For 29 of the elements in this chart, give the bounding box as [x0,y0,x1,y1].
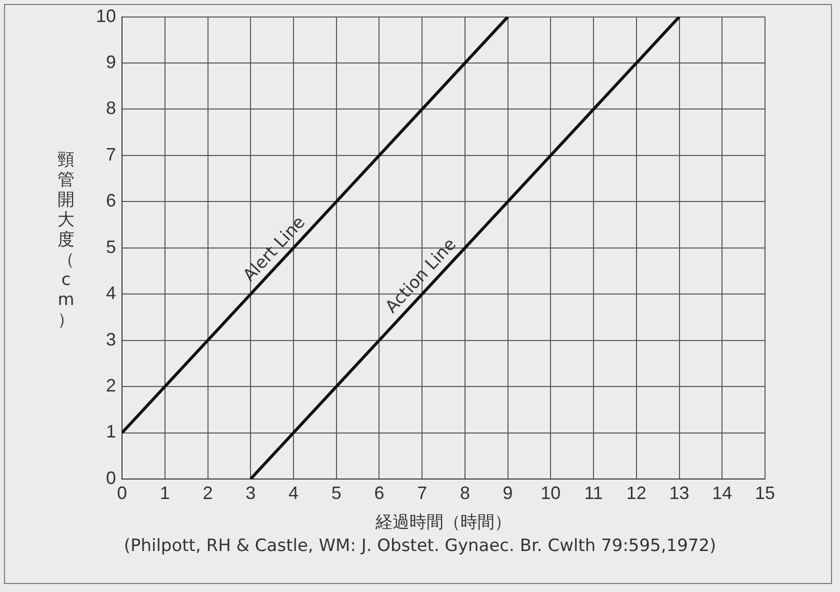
x-tick-label: 11 [584,482,603,503]
x-tick-label: 6 [374,482,384,503]
y-tick-label: 1 [106,422,116,442]
x-tick-label: 10 [540,482,561,503]
x-tick-label: 7 [417,482,428,503]
x-tick-label: 4 [288,482,298,503]
x-tick-label: 12 [626,482,646,503]
x-tick-label: 8 [460,482,470,503]
x-tick-label: 13 [669,482,690,503]
x-tick-label: 15 [754,482,776,503]
text: (Philpott, RH & Castle, WM: J. Obstet. Gynaec. Br. Cwlth 79:595,1972) [122,536,718,556]
x-tick-label: 9 [502,482,513,503]
y-tick-label: 10 [96,6,116,26]
y-tick-label: 7 [106,144,116,164]
text: 頸管開大度（cm） [58,150,74,330]
y-tick-label: 2 [106,376,116,396]
x-tick-label: 5 [331,482,342,503]
x-tick-label: 3 [246,482,256,503]
y-tick-label: 9 [106,52,116,72]
y-tick-label: 5 [106,236,116,257]
x-tick-label: 2 [202,482,213,503]
y-tick-label: 8 [106,98,116,118]
y-tick-label: 4 [106,283,116,304]
y-tick-label: 3 [106,329,116,350]
y-tick-label: 6 [106,190,116,211]
x-tick-label: 1 [160,482,170,503]
y-tick-label: 0 [106,468,116,488]
x-axis-title: 経過時間（時間） [374,512,512,532]
x-tick-label: 14 [712,482,732,503]
